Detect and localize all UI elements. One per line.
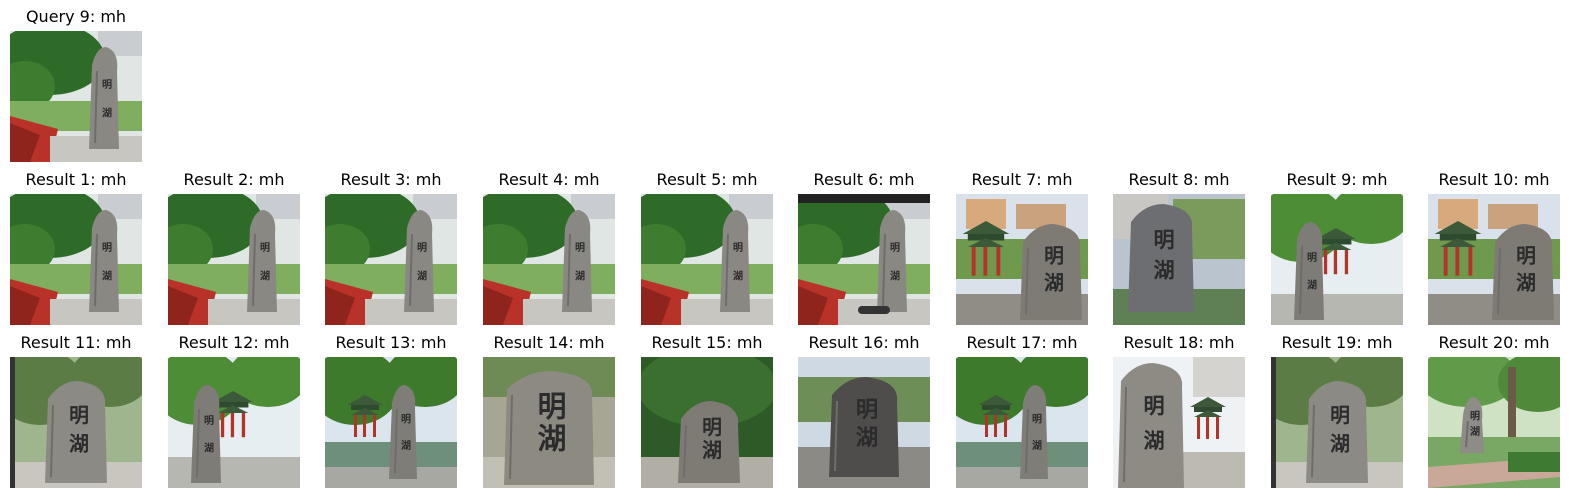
svg-text:湖: 湖 (1330, 432, 1350, 455)
svg-text:湖: 湖 (1470, 425, 1480, 438)
result-cell-image: 明湖 (1271, 357, 1403, 488)
result-cell-image: 明湖 (641, 357, 773, 488)
svg-text:明: 明 (204, 415, 214, 427)
svg-text:湖: 湖 (1153, 257, 1174, 282)
svg-text:湖: 湖 (733, 269, 743, 282)
svg-text:湖: 湖 (204, 442, 214, 455)
result-cell-image: 明湖 (798, 357, 930, 488)
result-cell-caption: Result 18: mh (1123, 333, 1235, 352)
result-cell-image: 明湖 (325, 194, 457, 325)
svg-text:明: 明 (856, 397, 878, 423)
result-cell-caption: Result 2: mh (183, 170, 285, 189)
svg-text:明: 明 (260, 242, 270, 254)
result-cell-image: 明湖 (483, 194, 615, 325)
result-cell-caption: Result 9: mh (1286, 170, 1388, 189)
result-cell-caption: Result 13: mh (335, 333, 447, 352)
svg-text:明: 明 (890, 242, 900, 254)
result-cell-caption: Result 12: mh (178, 333, 290, 352)
svg-text:湖: 湖 (69, 432, 89, 455)
svg-text:湖: 湖 (890, 269, 900, 282)
result-cell-image: 明湖 (956, 194, 1088, 325)
svg-text:湖: 湖 (538, 422, 567, 456)
svg-text:明: 明 (1516, 244, 1536, 267)
result-cell-caption: Result 15: mh (651, 333, 763, 352)
svg-text:湖: 湖 (1032, 439, 1042, 452)
result-cell-caption: Result 19: mh (1281, 333, 1393, 352)
svg-text:明: 明 (1330, 404, 1350, 427)
result-cell-image: 明湖 (168, 357, 300, 488)
svg-text:湖: 湖 (401, 439, 411, 452)
result-cell-caption: Result 10: mh (1438, 170, 1550, 189)
result-cell-caption: Result 4: mh (498, 170, 600, 189)
result-cell-caption: Result 7: mh (971, 170, 1073, 189)
svg-text:湖: 湖 (102, 269, 112, 282)
svg-text:湖: 湖 (102, 106, 112, 119)
result-cell-caption: Result 20: mh (1438, 333, 1550, 352)
svg-text:明: 明 (1032, 414, 1042, 426)
svg-text:湖: 湖 (575, 269, 585, 282)
result-cell-image: 明湖 (1428, 194, 1560, 325)
result-cell-caption: Result 3: mh (340, 170, 442, 189)
svg-text:明: 明 (1307, 252, 1317, 264)
result-cell-image: 明湖 (641, 194, 773, 325)
result-cell-caption: Result 5: mh (656, 170, 758, 189)
result-cell-image: 明湖 (10, 194, 142, 325)
svg-text:湖: 湖 (1143, 428, 1164, 453)
result-cell-image: 明湖 (956, 357, 1088, 488)
result-cell-image: 明湖 (1428, 357, 1560, 488)
svg-text:明: 明 (401, 414, 411, 426)
query-cell-image: 明湖 (10, 31, 142, 162)
svg-text:明: 明 (102, 242, 112, 254)
query-cell-caption: Query 9: mh (25, 7, 127, 26)
result-cell-image: 明湖 (325, 357, 457, 488)
svg-text:明: 明 (538, 390, 567, 424)
svg-text:湖: 湖 (1516, 271, 1536, 294)
svg-text:明: 明 (1153, 227, 1174, 252)
result-cell-caption: Result 17: mh (966, 333, 1078, 352)
result-cell-image: 明湖 (10, 357, 142, 488)
svg-text:明: 明 (1044, 244, 1064, 267)
svg-text:明: 明 (733, 242, 743, 254)
result-cell-image: 明湖 (1113, 194, 1245, 325)
svg-text:明: 明 (702, 416, 722, 439)
svg-text:明: 明 (417, 242, 427, 254)
result-cell-image: 明湖 (798, 194, 930, 325)
result-cell-image: 明湖 (168, 194, 300, 325)
result-cell-image: 明湖 (483, 357, 615, 488)
result-cell-caption: Result 16: mh (808, 333, 920, 352)
svg-text:明: 明 (575, 242, 585, 254)
svg-text:湖: 湖 (1307, 279, 1317, 292)
svg-text:湖: 湖 (1044, 271, 1064, 294)
svg-text:明: 明 (102, 79, 112, 91)
svg-text:湖: 湖 (260, 269, 270, 282)
result-cell-caption: Result 1: mh (25, 170, 127, 189)
result-cell-image: 明湖 (1271, 194, 1403, 325)
svg-text:湖: 湖 (417, 269, 427, 282)
svg-text:明: 明 (69, 404, 89, 427)
svg-text:湖: 湖 (702, 439, 722, 462)
result-cell-image: 明湖 (1113, 357, 1245, 488)
result-cell-caption: Result 14: mh (493, 333, 605, 352)
result-cell-caption: Result 8: mh (1128, 170, 1230, 189)
result-cell-caption: Result 11: mh (20, 333, 132, 352)
result-cell-caption: Result 6: mh (813, 170, 915, 189)
svg-text:明: 明 (1470, 410, 1480, 422)
svg-text:湖: 湖 (856, 425, 878, 451)
svg-text:明: 明 (1143, 393, 1164, 418)
